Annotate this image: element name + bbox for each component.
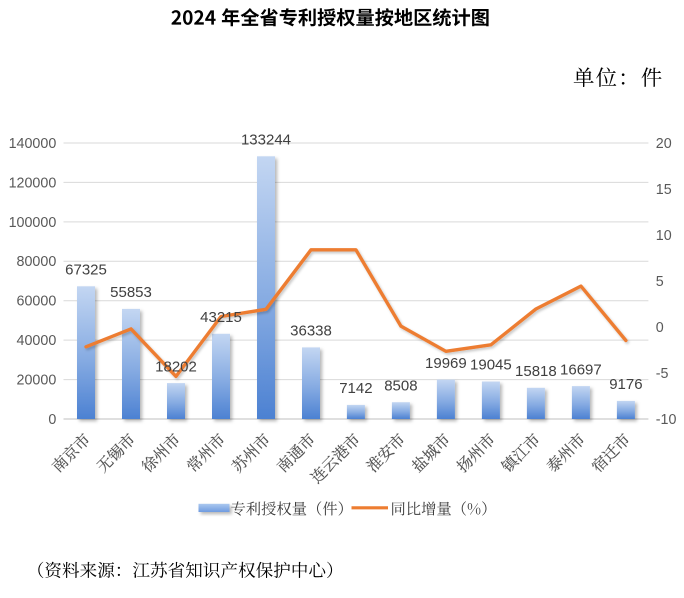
svg-text:8508: 8508 — [384, 377, 417, 394]
svg-text:15: 15 — [656, 182, 672, 198]
svg-text:55853: 55853 — [110, 284, 152, 301]
svg-text:43215: 43215 — [200, 309, 242, 326]
svg-text:20: 20 — [656, 136, 672, 152]
svg-text:67325: 67325 — [65, 262, 107, 279]
svg-text:20000: 20000 — [17, 373, 57, 389]
svg-text:140000: 140000 — [9, 136, 57, 152]
svg-text:19969: 19969 — [425, 355, 467, 372]
svg-text:5: 5 — [656, 274, 664, 290]
svg-text:-10: -10 — [656, 412, 677, 428]
svg-text:120000: 120000 — [9, 175, 57, 191]
svg-text:133244: 133244 — [241, 132, 291, 149]
svg-text:0: 0 — [48, 412, 56, 428]
svg-text:16697: 16697 — [560, 361, 602, 378]
svg-text:15818: 15818 — [515, 363, 557, 380]
svg-text:-5: -5 — [656, 366, 669, 382]
svg-text:10: 10 — [656, 228, 672, 244]
svg-text:0: 0 — [656, 320, 664, 336]
svg-text:60000: 60000 — [17, 294, 57, 310]
svg-text:100000: 100000 — [9, 215, 57, 231]
svg-text:18202: 18202 — [155, 358, 197, 375]
svg-text:19045: 19045 — [470, 357, 512, 374]
svg-text:9176: 9176 — [609, 376, 642, 393]
svg-text:40000: 40000 — [17, 333, 57, 349]
svg-text:80000: 80000 — [17, 254, 57, 270]
svg-text:36338: 36338 — [290, 323, 332, 340]
svg-text:7142: 7142 — [339, 380, 372, 397]
